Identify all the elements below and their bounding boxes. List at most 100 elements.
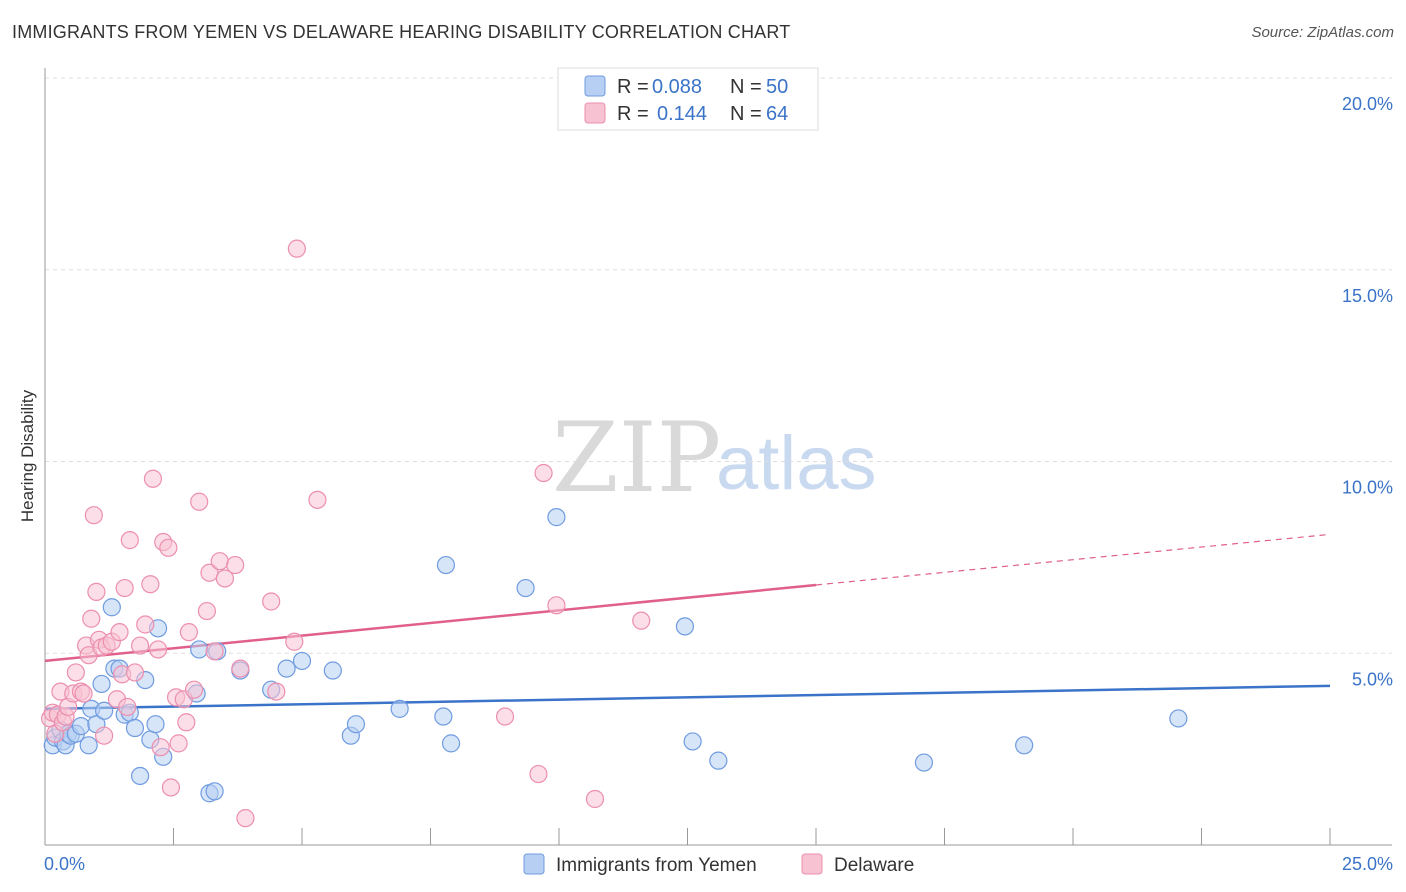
legend-r-label-1: R = <box>617 76 649 98</box>
point-delaware-54 <box>267 682 286 701</box>
point-delaware-63 <box>632 611 651 630</box>
point-delaware-33 <box>148 640 168 659</box>
point-delaware-15 <box>84 506 103 525</box>
point-yemen-41 <box>441 734 461 753</box>
point-yemen-35 <box>323 661 342 680</box>
point-delaware-11 <box>74 684 93 703</box>
point-delaware-26 <box>118 697 137 717</box>
point-yemen-44 <box>675 617 695 636</box>
legend-n-value-2: 64 <box>766 103 788 125</box>
point-delaware-25 <box>115 578 134 598</box>
correlation-legend: R = 0.088 N = 50 R = 0.144 N = 64 <box>557 67 819 131</box>
point-yemen-48 <box>1015 736 1034 755</box>
point-yemen-23 <box>146 715 165 734</box>
series-legend-label-yemen: Immigrants from Yemen <box>556 855 757 876</box>
point-delaware-37 <box>161 778 181 797</box>
legend-n-label-2: N = <box>730 103 762 125</box>
y-tick-label-10: 10.0% <box>1342 478 1393 498</box>
point-delaware-19 <box>95 726 114 745</box>
y-tick-label-20: 20.0% <box>1342 94 1393 114</box>
x-tick-label-max: 25.0% <box>1342 854 1393 874</box>
watermark-zip: ZIP <box>552 402 721 514</box>
legend-r-value-2: 0.144 <box>657 103 707 125</box>
point-delaware-23 <box>110 623 129 642</box>
y-tick-label-15: 15.0% <box>1342 286 1393 306</box>
point-delaware-31 <box>141 575 160 594</box>
point-delaware-62 <box>585 789 605 809</box>
point-delaware-30 <box>136 615 155 634</box>
legend-r-value-1: 0.088 <box>652 76 702 98</box>
point-delaware-28 <box>125 663 145 682</box>
legend-r-label-2: R = <box>617 103 649 125</box>
source-label: Source: ZipAtlas.com <box>1251 24 1394 41</box>
point-delaware-34 <box>151 738 170 757</box>
point-delaware-58 <box>495 707 515 726</box>
point-delaware-42 <box>179 623 199 642</box>
point-delaware-14 <box>82 609 101 628</box>
point-delaware-36 <box>159 538 178 557</box>
point-delaware-44 <box>190 492 209 511</box>
point-delaware-43 <box>184 680 204 699</box>
point-delaware-55 <box>285 632 304 651</box>
data-points <box>41 239 1188 828</box>
series-legend-swatch-delaware <box>801 853 823 875</box>
point-delaware-56 <box>287 239 306 258</box>
legend-n-value-1: 50 <box>766 76 788 98</box>
point-delaware-9 <box>66 663 85 682</box>
point-yemen-34 <box>292 651 312 671</box>
y-tick-label-5: 5.0% <box>1352 669 1393 689</box>
point-delaware-48 <box>210 552 229 571</box>
series-legend-label-delaware: Delaware <box>834 855 914 876</box>
point-yemen-49 <box>1169 709 1188 728</box>
point-delaware-16 <box>87 582 106 601</box>
point-delaware-41 <box>177 713 196 732</box>
point-delaware-51 <box>231 659 250 678</box>
trend-line-delaware <box>44 583 817 663</box>
point-yemen-43 <box>547 508 566 527</box>
point-delaware-59 <box>529 764 548 784</box>
legend-swatch-blue <box>584 75 606 97</box>
legend-n-label-1: N = <box>730 76 762 98</box>
point-delaware-29 <box>130 636 150 655</box>
point-yemen-47 <box>914 753 934 772</box>
grid: 5.0% 10.0% 15.0% 20.0% <box>45 77 1393 689</box>
watermark-atlas: atlas <box>716 421 877 506</box>
point-yemen-29 <box>205 782 224 801</box>
point-yemen-38 <box>390 699 409 718</box>
point-yemen-42 <box>516 578 535 598</box>
point-delaware-32 <box>143 469 163 488</box>
point-delaware-50 <box>226 555 245 575</box>
series-legend-swatch-yemen <box>523 853 545 875</box>
point-yemen-8 <box>71 717 91 736</box>
point-delaware-61 <box>547 596 566 615</box>
point-delaware-60 <box>534 463 553 483</box>
point-yemen-33 <box>277 659 296 678</box>
trend-line-delaware-projected <box>815 533 1331 586</box>
point-delaware-47 <box>205 642 224 661</box>
point-delaware-39 <box>169 734 188 753</box>
point-delaware-45 <box>197 601 217 621</box>
point-yemen-39 <box>434 707 453 726</box>
point-yemen-46 <box>709 751 728 770</box>
point-delaware-57 <box>308 490 327 509</box>
series-legend: Immigrants from Yemen Delaware <box>523 853 914 876</box>
point-yemen-13 <box>95 701 114 720</box>
point-yemen-20 <box>130 766 150 786</box>
point-delaware-52 <box>236 809 255 828</box>
point-delaware-53 <box>262 592 281 611</box>
point-yemen-37 <box>346 715 366 734</box>
point-delaware-49 <box>215 569 234 588</box>
trend-lines <box>44 533 1331 711</box>
point-yemen-40 <box>436 555 456 575</box>
point-yemen-14 <box>102 598 121 617</box>
point-delaware-27 <box>120 531 139 550</box>
point-yemen-9 <box>79 736 98 755</box>
x-tick-label-min: 0.0% <box>44 854 85 874</box>
y-axis-title: Hearing Disability <box>18 389 37 522</box>
trend-line-yemen <box>44 684 1331 711</box>
point-yemen-12 <box>92 674 111 694</box>
legend-swatch-pink <box>584 102 606 124</box>
chart-title: IMMIGRANTS FROM YEMEN VS DELAWARE HEARIN… <box>12 22 791 42</box>
point-yemen-45 <box>683 732 702 751</box>
